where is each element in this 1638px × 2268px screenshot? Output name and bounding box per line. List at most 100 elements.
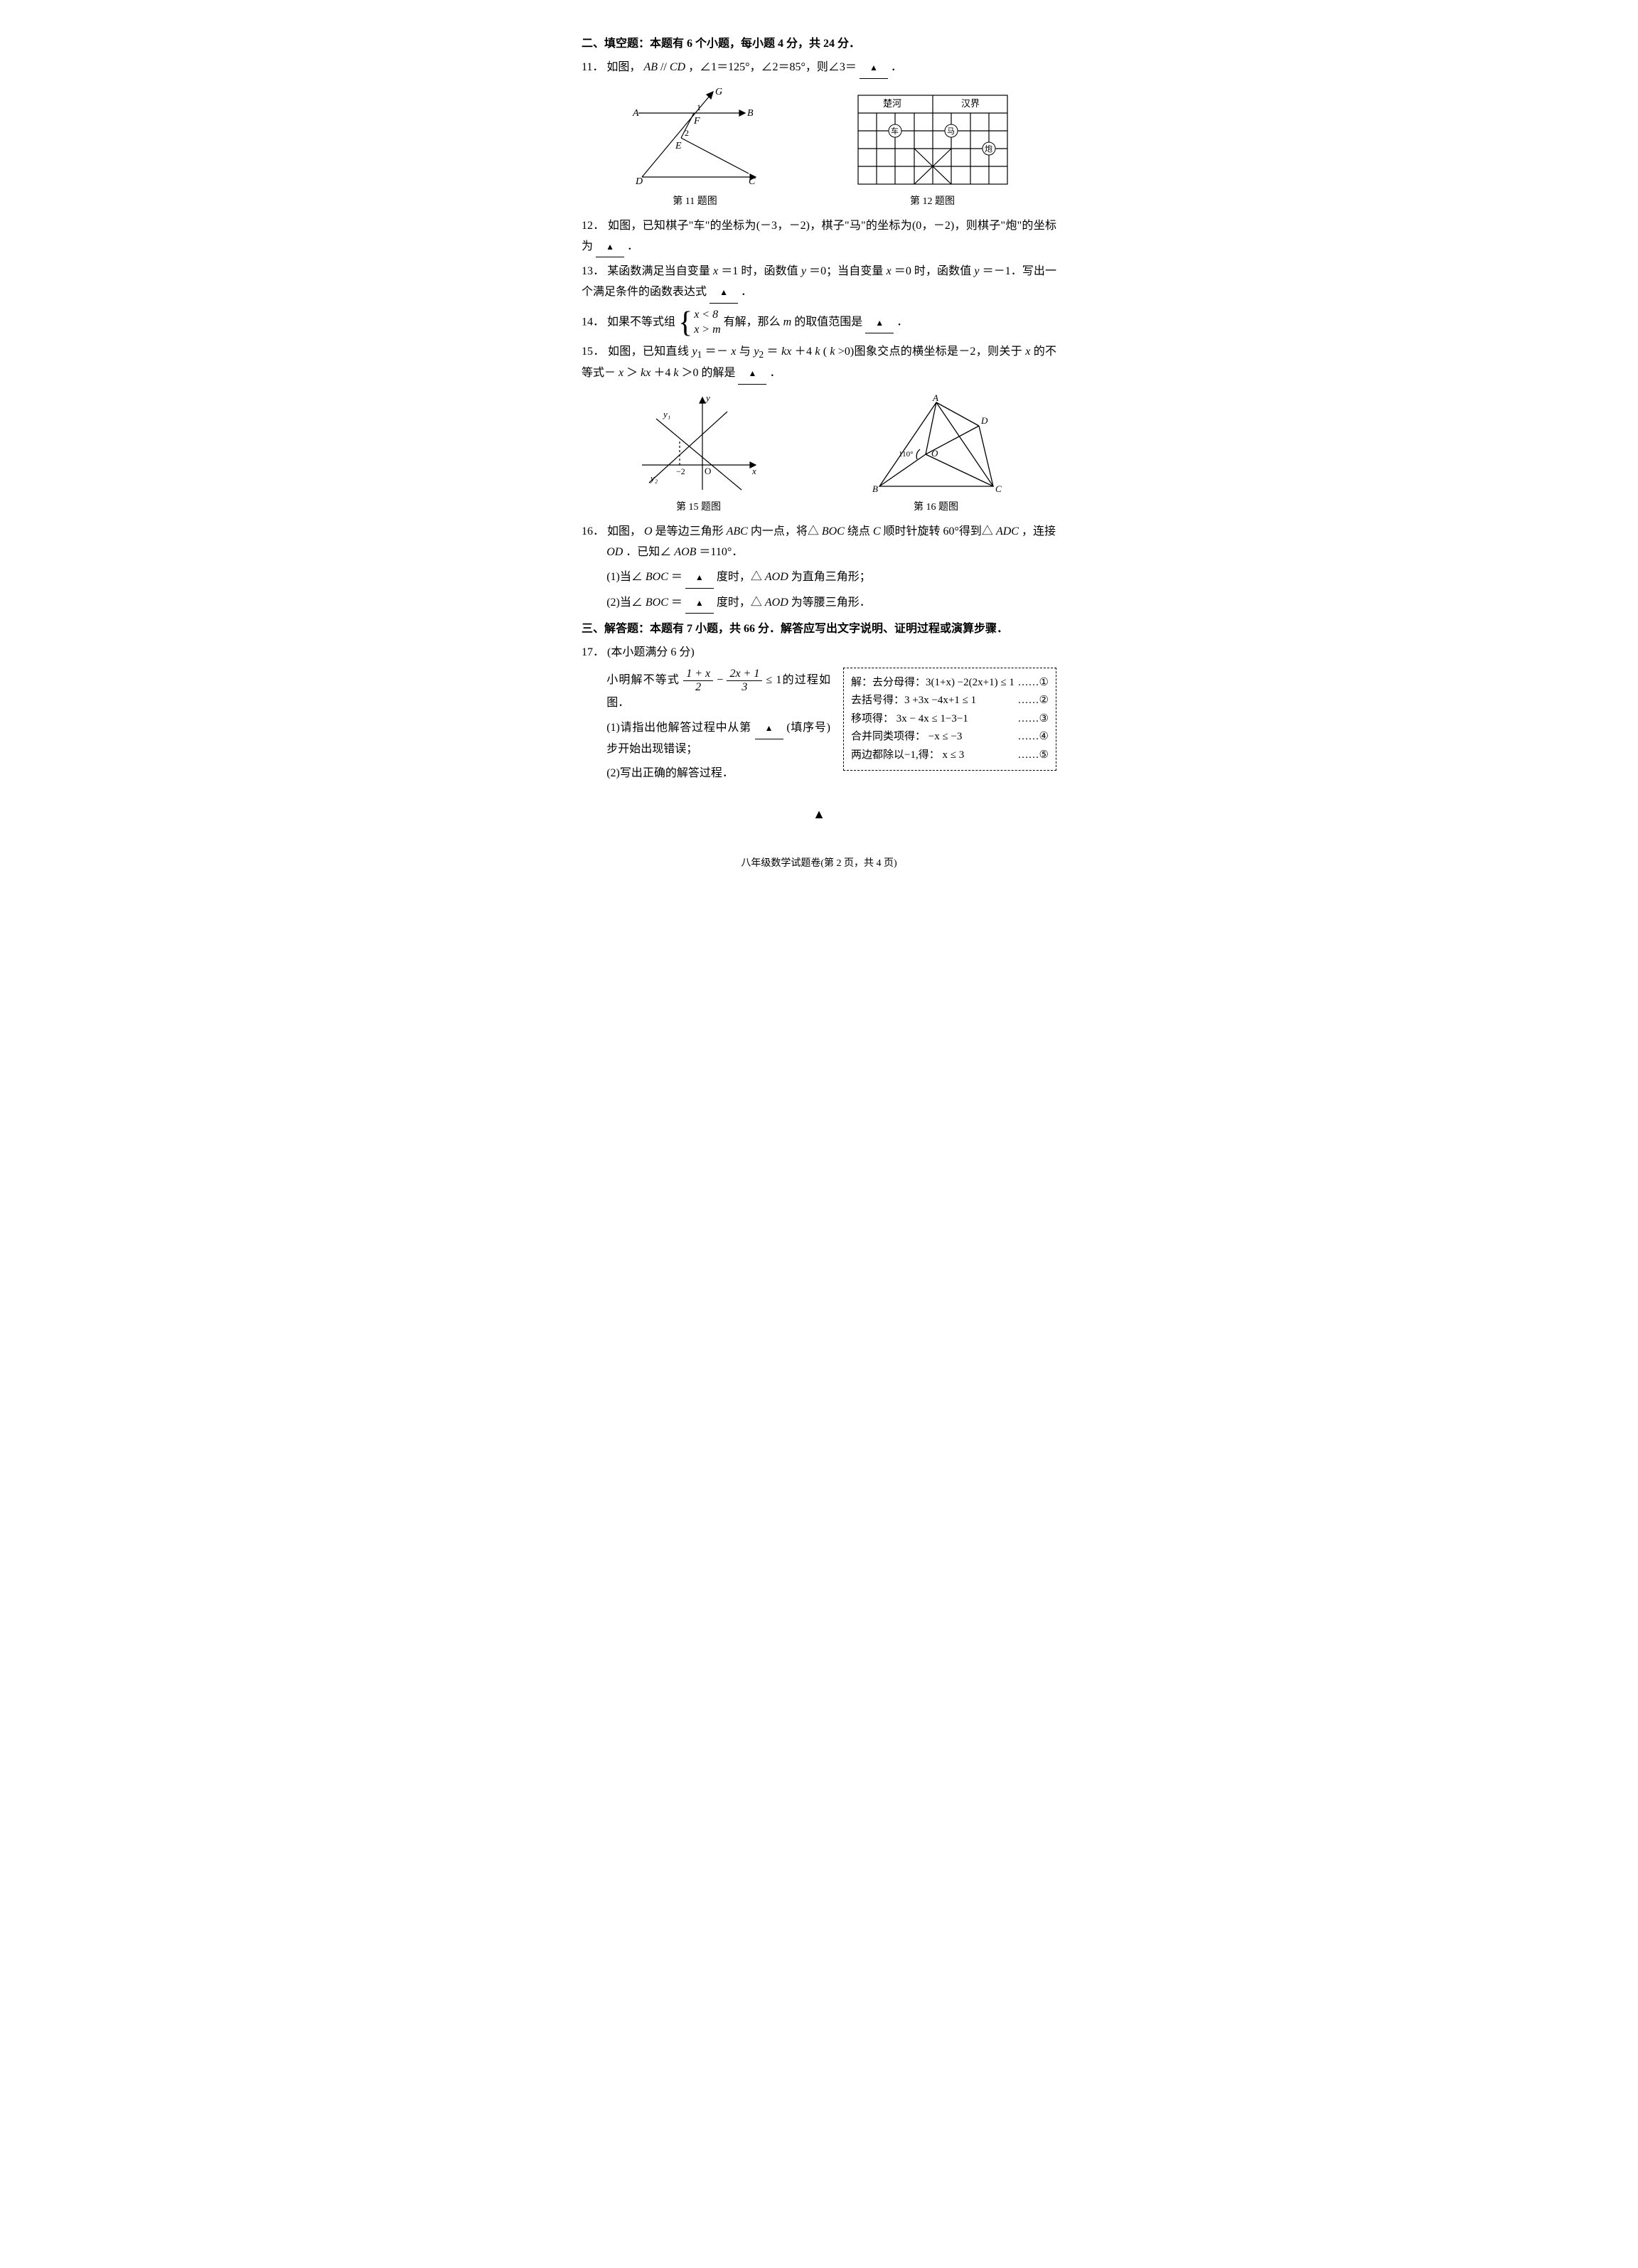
q16-d: 绕点 [847, 525, 873, 537]
figures-11-12: A B C D E F G 1 2 第 11 题图 [582, 85, 1056, 210]
q17-frac2: 2x + 1 3 [727, 668, 762, 693]
q15-s2: 2 [759, 349, 764, 360]
fig15-svg: y x O y₁ y₂ −2 [635, 390, 763, 497]
q15-a: 如图，已知直线 [608, 346, 692, 358]
q11-text-f: ． [891, 61, 902, 73]
q17s1-a: (1)请指出他解答过程中从第 [606, 722, 751, 734]
q17-frac1: 1 + x 2 [683, 668, 713, 693]
q15-y1: y [692, 346, 697, 358]
q16-adc: ADC [996, 525, 1019, 537]
q11-blank [860, 58, 888, 79]
fig11-caption: 第 11 题图 [624, 193, 766, 210]
q15-par: ( [823, 346, 827, 358]
q12-blank [596, 237, 624, 258]
fig11-label-g: G [715, 87, 722, 97]
hw-r3l: 移项得： 3x − 4x ≤ 1−3−1 [851, 710, 968, 729]
q17-sub2: (2)写出正确的解答过程． [606, 764, 830, 784]
q13-blank [710, 282, 738, 304]
q11-cd: CD [670, 61, 685, 73]
q17-sub1: (1)请指出他解答过程中从第 (填序号)步开始出现错误； [606, 718, 830, 760]
q16-boc: BOC [822, 525, 845, 537]
q15-s1: 1 [697, 349, 702, 360]
q16-c: 内一点，将△ [751, 525, 819, 537]
q17-f2d: 3 [727, 681, 762, 694]
fig11-label-2: 2 [685, 128, 689, 138]
q17-points: (本小题满分 6 分) [607, 646, 695, 658]
fig11-label-1: 1 [697, 102, 701, 112]
question-16: 16． 如图， O 是等边三角形 ABC 内一点，将△ BOC 绕点 C 顺时针… [582, 522, 1056, 563]
q13-y2: y [974, 265, 979, 277]
q15-kx2: kx [641, 367, 651, 379]
fig16-o: O [931, 448, 938, 459]
fig15-o: O [705, 466, 711, 476]
fig15-y: y [705, 392, 710, 403]
q16-cc: C [873, 525, 881, 537]
q16s1-e: AOD [765, 571, 788, 583]
question-15: 15． 如图，已知直线 y1 ＝－ x 与 y2 ＝ kx ＋4 k ( k >… [582, 342, 1056, 385]
fig12-caption: 第 12 题图 [851, 193, 1015, 210]
q16s2-d: 度时，△ [717, 597, 762, 609]
q16-f: ，连接 [1022, 525, 1056, 537]
q15-plus2: ＋4 [653, 367, 670, 379]
q15-eq2: ＝ [766, 346, 778, 358]
figure-16: A B C D O 110° 第 16 题图 [869, 394, 1004, 516]
q14-d: 的取值范围是 [794, 316, 862, 328]
question-14: 14． 如果不等式组 { x < 8 x > m 有解，那么 m 的取值范围是 … [582, 308, 1056, 338]
q15-d: ． [769, 367, 781, 379]
q11-par: // [660, 61, 667, 73]
q13-y1: y [801, 265, 806, 277]
q14-m: m [783, 316, 792, 328]
fig12-chuhe: 楚河 [883, 98, 901, 109]
q15-k2: k [830, 346, 835, 358]
q11-num: 11． [582, 61, 604, 73]
q16-h: ＝110°． [699, 546, 743, 558]
fig15-y2: y₂ [649, 473, 658, 483]
section3-header: 三、解答题：本题有 7 小题，共 66 分．解答应写出文字说明、证明过程或演算步… [582, 619, 1056, 640]
fig16-c: C [995, 483, 1002, 494]
q15-plus: ＋4 [795, 346, 812, 358]
q13-c: ＝1 时，函数值 [721, 265, 801, 277]
q16s2-e: AOD [765, 597, 788, 609]
q17-f1d: 2 [683, 681, 713, 694]
figures-15-16: y x O y₁ y₂ −2 第 15 题图 A [582, 390, 1056, 516]
fig16-b: B [872, 483, 878, 494]
q13-g: ＝0 时，函数值 [894, 265, 975, 277]
q17-line1: 小明解不等式 1 + x 2 − 2x + 1 3 ≤ 1的过程如图． [606, 668, 830, 714]
q17-f1n: 1 + x [683, 668, 713, 681]
q16s1-f: 为直角三角形； [791, 571, 871, 583]
fig11-label-a: A [632, 108, 639, 119]
q17-num: 17． [582, 646, 604, 658]
q13-x1: x [713, 265, 718, 277]
q16-aob: AOB [674, 546, 696, 558]
fig16-caption: 第 16 题图 [869, 498, 1004, 516]
q13-a: 某函数满足当自变量 [607, 265, 713, 277]
q17-a: 小明解不等式 [606, 674, 683, 686]
fig12-che: 车 [891, 126, 899, 136]
q16s2-b: BOC [646, 597, 668, 609]
q16s1-c: ＝ [671, 571, 682, 583]
q15-x1: x [731, 346, 736, 358]
q17s2: (2)写出正确的解答过程． [606, 767, 734, 779]
q16s1-blank [685, 567, 714, 589]
question-17: 17． (本小题满分 6 分) [582, 643, 1056, 663]
q16-a: 如图， [607, 525, 641, 537]
hw-r5r: ……⑤ [1018, 747, 1049, 765]
q16s1-a: (1)当∠ [606, 571, 643, 583]
q16-o: O [644, 525, 653, 537]
q14-top: x < 8 [694, 308, 720, 323]
fig15-y1: y₁ [662, 409, 670, 419]
fig11-label-b: B [747, 108, 754, 119]
q16s2-c: ＝ [671, 597, 682, 609]
q15-eq1: ＝－ [705, 346, 728, 358]
fig15-caption: 第 15 题图 [635, 498, 763, 516]
q11-ab: AB [643, 61, 658, 73]
q16s2-f: 为等腰三角形． [791, 597, 871, 609]
q14-b: 有解，那么 [724, 316, 783, 328]
q17-f2n: 2x + 1 [727, 668, 762, 681]
q11-text-a: 如图， [606, 61, 641, 73]
figure-11: A B C D E F G 1 2 第 11 题图 [624, 85, 766, 210]
q16-b: 是等边三角形 [655, 525, 727, 537]
hw-r1l: 解：去分母得：3(1+x) −2(2x+1) ≤ 1 [851, 674, 1015, 692]
figure-15: y x O y₁ y₂ −2 第 15 题图 [635, 390, 763, 516]
hw-r1r: ……① [1018, 674, 1049, 692]
